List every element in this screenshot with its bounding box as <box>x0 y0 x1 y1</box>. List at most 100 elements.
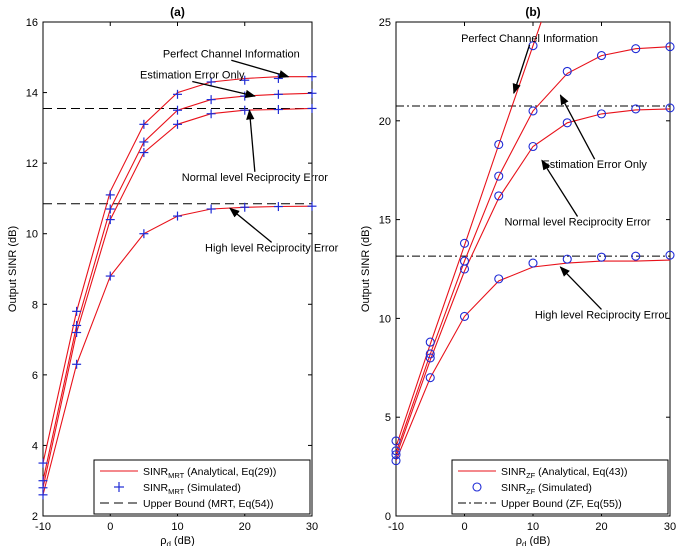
zf-simulated-point <box>596 252 607 262</box>
mrt-y-tick-label: 2 <box>32 511 38 523</box>
mrt-annotation-arrow <box>246 109 256 172</box>
mrt-y-tick-label: 8 <box>32 299 38 311</box>
zf-simulated-point <box>631 44 641 54</box>
mrt-y-axis-label: Output SINR (dB) <box>7 226 19 312</box>
zf-x-axis-label: ρd (dB) <box>516 535 551 546</box>
mrt-simulated-point <box>206 109 216 119</box>
zf-simulated-point <box>494 139 504 150</box>
zf-annotation-arrow <box>559 266 602 310</box>
mrt-y-tick-label: 4 <box>32 440 38 452</box>
mrt-simulated-point <box>273 202 283 212</box>
zf-x-label-rest: (dB) <box>526 535 550 546</box>
mrt-analytical-line-2 <box>43 107 312 488</box>
zf-x-label-main: ρ <box>516 535 522 546</box>
zf-simulated-point <box>459 238 470 248</box>
zf-legend-prefix: SINR <box>501 482 527 494</box>
mrt-legend-box <box>93 459 311 515</box>
zf-legend-prefix: Upper Bound (ZF, Eq(55)) <box>501 498 622 510</box>
mrt-simulated-point <box>206 204 216 214</box>
zf-simulated-point <box>596 51 607 61</box>
zf-axes-box <box>395 21 671 517</box>
zf-simulated-point <box>562 118 572 128</box>
mrt-simulated-point <box>273 105 283 115</box>
zf-legend-swatch-simulated <box>472 482 482 492</box>
mrt-legend-prefix: SINR <box>143 466 169 478</box>
zf-annotation-label: Normal level Reciprocity Error <box>504 217 650 229</box>
mrt-simulated-point <box>38 490 48 500</box>
zf-annotation-label: High level Reciprocity Error <box>535 309 669 321</box>
zf-panel-label: (b) <box>525 5 540 19</box>
zf-x-label-sub: d <box>522 540 526 546</box>
mrt-legend-sub: MRT <box>168 487 185 496</box>
mrt-simulated-point <box>173 105 182 115</box>
mrt-legend-label: Upper Bound (MRT, Eq(54)) <box>143 498 274 510</box>
mrt-simulated-point <box>273 89 283 99</box>
mrt-y-tick-label: 14 <box>26 88 38 100</box>
zf-x-tick-label: -10 <box>388 521 404 533</box>
zf-analytical-line-3 <box>396 259 670 461</box>
mrt-simulated-point <box>105 204 115 214</box>
mrt-x-axis-label: ρd (dB) <box>160 535 195 546</box>
zf-legend-box <box>451 459 669 515</box>
mrt-annotation-label: Estimation Error Only <box>140 69 245 81</box>
mrt-simulated-point <box>240 202 250 212</box>
zf-y-axis-label: Output SINR (dB) <box>360 226 372 312</box>
mrt-x-label-main: ρ <box>160 535 166 546</box>
mrt-y-tick-label: 12 <box>26 158 38 170</box>
mrt-legend: SINRMRT (Analytical, Eq(29))SINRMRT (Sim… <box>93 459 311 515</box>
zf-simulated-point <box>494 274 504 284</box>
mrt-simulated-point <box>72 328 82 338</box>
zf-simulated-point <box>562 254 572 264</box>
mrt-annotation-arrow <box>231 59 290 79</box>
zf-simulated-point <box>459 311 470 321</box>
mrt-simulated-point <box>173 119 182 129</box>
mrt-simulated-point <box>139 137 149 147</box>
mrt-legend-label: SINRMRT (Simulated) <box>143 482 241 496</box>
zf-plot-area <box>396 22 670 461</box>
zf-simulated-point <box>528 106 538 116</box>
mrt-simulated-point <box>240 75 250 85</box>
zf-x-tick-label: 0 <box>461 521 467 533</box>
zf-annotation-arrow <box>541 159 579 217</box>
zf-legend-label: SINRZF (Analytical, Eq(43)) <box>501 466 627 480</box>
zf-simulated-point <box>391 446 401 456</box>
mrt-simulated-point <box>173 211 182 221</box>
mrt-annotation-label: High level Reciprocity Error <box>205 242 339 254</box>
zf-simulated-point <box>528 258 538 268</box>
zf-y-tick-label: 0 <box>385 511 391 523</box>
zf-analytical-line-2 <box>396 108 670 457</box>
zf-simulated-point <box>459 264 470 274</box>
mrt-simulated-point <box>307 72 317 82</box>
mrt-x-tick-label: 30 <box>306 521 318 533</box>
mrt-x-tick-label: 0 <box>107 521 113 533</box>
zf-legend: SINRZF (Analytical, Eq(43)) SINR ZF (Simul… <box>451 459 669 515</box>
mrt-x-label-sub: d <box>166 540 170 546</box>
zf-simulated-point <box>425 337 435 347</box>
zf-simulated-point <box>425 353 435 363</box>
zf-simulated-point <box>665 42 675 52</box>
zf-y-tick-label: 15 <box>379 215 391 227</box>
mrt-annotation-label: Normal level Reciprocity Error <box>182 172 328 184</box>
zf-simulated-point <box>494 171 504 181</box>
mrt-legend-suffix: (Analytical, Eq(29)) <box>184 466 276 478</box>
zf-annotation-label: Perfect Channel Information <box>461 33 598 45</box>
mrt-x-tick-label: 20 <box>239 521 251 533</box>
mrt-simulated-point <box>206 77 216 87</box>
zf-simulated-point <box>665 250 675 260</box>
mrt-x-label-rest: (dB) <box>171 535 195 546</box>
mrt-simulated-point <box>307 88 317 98</box>
zf-legend-suffix: (Simulated) <box>535 482 592 494</box>
mrt-simulated-point <box>240 105 250 115</box>
zf-annotation-arrow <box>559 94 596 160</box>
mrt-annotation-arrow <box>192 80 256 99</box>
mrt-legend-suffix: (Simulated) <box>184 482 241 494</box>
mrt-simulated-point <box>307 201 317 211</box>
mrt-legend-prefix: SINR <box>143 482 169 494</box>
zf-legend-sub: ZF <box>526 471 536 480</box>
mrt-annotation-arrow <box>229 207 273 243</box>
mrt-legend-prefix: Upper Bound (MRT, Eq(54)) <box>143 498 274 510</box>
mrt-y-tick-label: 10 <box>26 229 38 241</box>
